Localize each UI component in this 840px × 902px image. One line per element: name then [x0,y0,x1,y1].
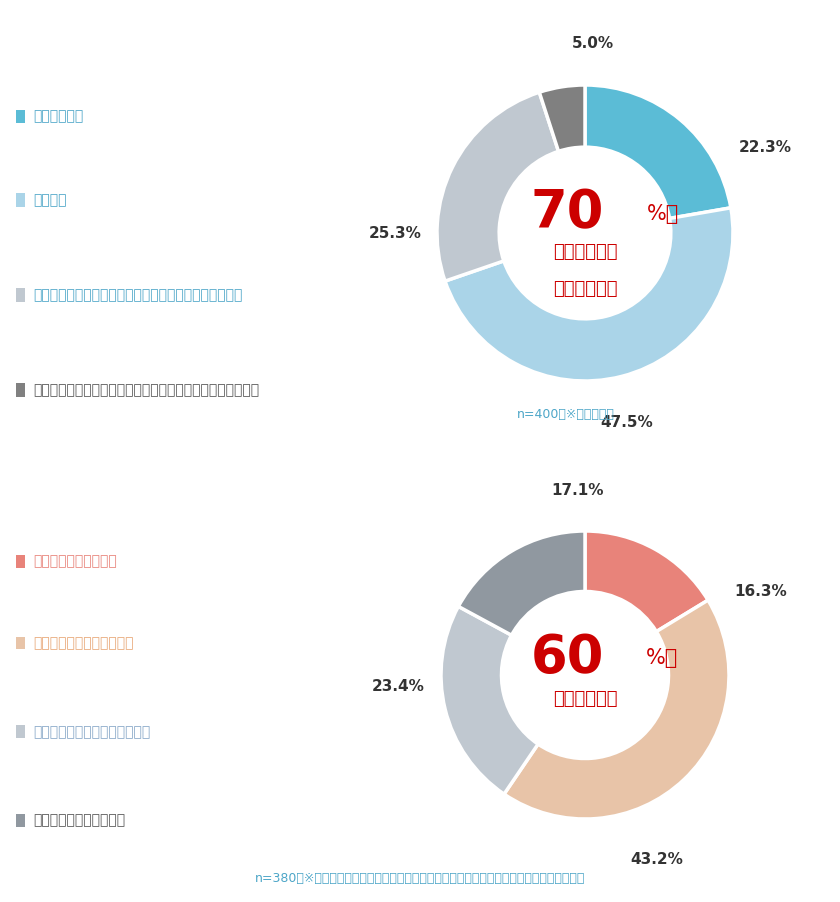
Text: n=380　※高齢者人口の増大が勤め先企業のビジネスに「何らか影響する」と答えた回答者: n=380 ※高齢者人口の増大が勤め先企業のビジネスに「何らか影響する」と答えた… [255,872,585,886]
Text: 17.1%: 17.1% [552,483,604,498]
Bar [16,725,25,738]
Wedge shape [437,92,559,281]
Bar [16,637,25,649]
Bar [16,555,25,568]
Text: 25.3%: 25.3% [369,226,422,241]
Text: そのように考えている: そのように考えている [33,555,117,568]
Text: 高齢者人口の増大は、勤め先企業のビジネスにどの程度影響するとお考えですか。: 高齢者人口の増大は、勤め先企業のビジネスにどの程度影響するとお考えですか。 [10,16,366,32]
Wedge shape [539,85,585,152]
Text: あまりそのように考えていない: あまりそのように考えていない [33,725,150,739]
Text: ややそのように考えている: ややそのように考えている [33,636,134,650]
Text: 影響する: 影響する [34,193,67,207]
Wedge shape [504,600,729,819]
Text: 47.5%: 47.5% [600,415,653,430]
Bar [16,110,25,123]
Wedge shape [445,207,733,381]
Bar [16,193,25,207]
Text: 受けると認識: 受けると認識 [553,281,617,299]
Text: %が: %が [645,648,678,667]
Wedge shape [585,85,731,218]
Text: 43.2%: 43.2% [631,851,684,867]
Bar [16,383,25,397]
Text: そのように考えていない: そのように考えていない [33,814,125,828]
Text: 5.0%: 5.0% [571,36,613,51]
Text: %が: %が [647,204,680,224]
Wedge shape [585,531,708,631]
Text: 22.3%: 22.3% [739,140,792,154]
Text: 勤め先企業では、高齢者に対しての新商品開発や販売戦略の見直しなど、
高齢者に対するマーケティング活動が必要だと考えていますか。: 勤め先企業では、高齢者に対しての新商品開発や販売戦略の見直しなど、 高齢者に対す… [10,446,328,484]
Text: 16.3%: 16.3% [734,584,787,599]
Text: 強く影響する: 強く影響する [34,109,84,124]
Wedge shape [441,606,538,794]
Text: 23.4%: 23.4% [371,679,424,694]
Text: n=400　※回答者全員: n=400 ※回答者全員 [517,408,614,420]
Bar [16,289,25,301]
Text: 多少影響すると思われるが、それほど大きな影響はない: 多少影響すると思われるが、それほど大きな影響はない [34,288,243,302]
Bar [16,815,25,827]
Text: 70: 70 [531,188,604,240]
Text: 60: 60 [531,631,605,684]
Wedge shape [459,531,585,635]
Text: 一定の影響を: 一定の影響を [553,244,617,262]
Text: 必要性を認識: 必要性を認識 [553,690,617,708]
Text: まったく影響しない・勤め先企業のビジネスとは関係がない: まったく影響しない・勤め先企業のビジネスとは関係がない [34,383,260,397]
